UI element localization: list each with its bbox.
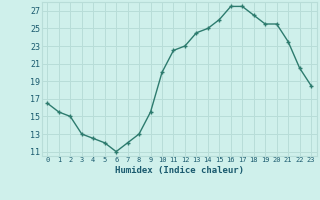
X-axis label: Humidex (Indice chaleur): Humidex (Indice chaleur) [115,166,244,175]
